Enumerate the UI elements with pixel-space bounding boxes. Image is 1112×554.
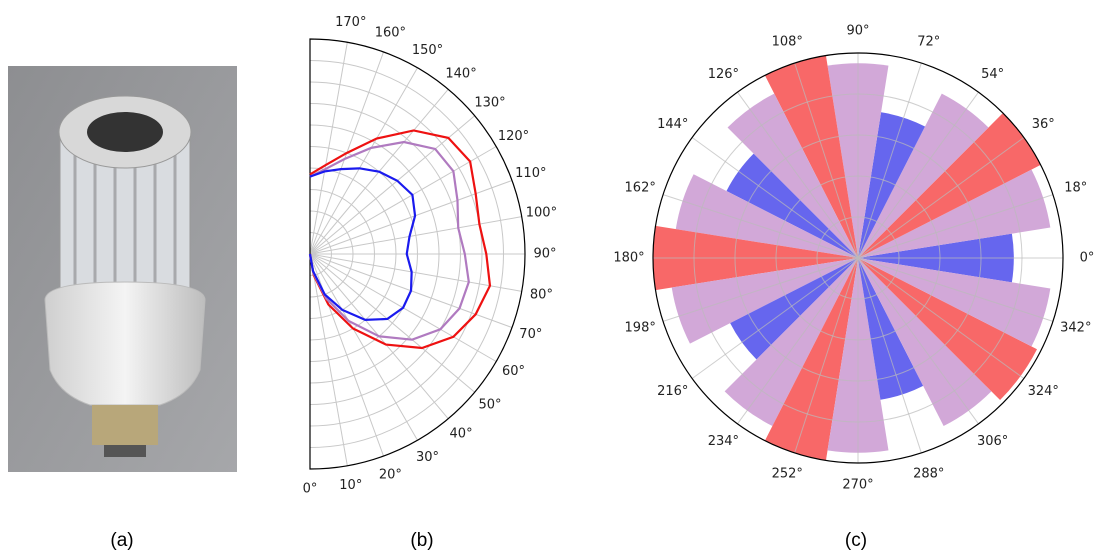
grid-spoke [662,194,859,259]
theta-tick-label: 0° [303,482,318,497]
bar [858,169,1051,258]
plot-frame [309,38,526,470]
lamp-photo [8,66,237,472]
panel-label: (b) [410,530,433,551]
theta-tick-label: 18° [1064,180,1087,195]
theta-tick-label: 50° [478,398,501,413]
theta-tick-label: 60° [502,364,525,379]
theta-tick-label: 252° [772,466,803,481]
theta-tick-label: 160° [375,26,406,41]
grid-spoke [309,67,418,255]
theta-tick-label: 20° [379,467,402,482]
theta-tick-label: 80° [530,287,553,302]
grid-spoke [857,257,922,454]
theta-tick-label: 126° [708,67,739,82]
theta-tick-label: 70° [519,327,542,342]
grid-spoke [309,146,497,255]
grid-spoke [857,257,1054,322]
bar [858,93,989,258]
theta-tick-label: 324° [1028,384,1059,399]
grid-spoke [857,91,979,259]
bar [764,55,858,258]
grid-spoke [309,115,476,255]
theta-tick-label: 130° [474,95,505,110]
theta-tick-label: 144° [657,117,688,132]
theta-tick-label: 72° [917,35,940,50]
bar [764,258,858,461]
grid-spoke [737,91,859,259]
theta-tick-label: 140° [445,66,476,81]
bar [858,258,1051,347]
series-line [308,140,470,341]
grid-spoke [857,194,1054,259]
theta-tick-label: 234° [708,434,739,449]
grid-spoke [309,253,418,441]
theta-tick-label: 342° [1060,321,1091,336]
theta-tick-label: 90° [846,24,869,39]
bar [727,93,858,258]
theta-tick-label: 30° [416,450,439,465]
theta-tick-label: 288° [913,466,944,481]
grid-spoke [309,42,348,255]
theta-tick-label: 150° [412,43,443,58]
grid-spoke [691,257,859,379]
theta-tick-label: 54° [981,67,1004,82]
theta-tick-label: 0° [1080,251,1095,266]
bar [858,258,1038,401]
bar [726,153,858,258]
theta-tick-label: 40° [450,427,473,442]
series-line [308,167,417,321]
grid-spoke [309,253,522,292]
theta-tick-label: 108° [772,35,803,50]
theta-tick-label: 306° [977,434,1008,449]
theta-tick-label: 216° [657,384,688,399]
theta-tick-label: 270° [842,478,873,493]
grid-spoke [857,257,979,425]
bar [858,112,926,259]
panel-label: (c) [845,530,867,551]
bar [675,174,858,258]
bar [858,113,1041,258]
grid-spoke [794,257,859,454]
theta-tick-label: 120° [498,129,529,144]
grid-spoke [857,137,1025,259]
grid-spoke [309,179,513,255]
grid-spoke [794,62,859,259]
grid-spoke [309,253,348,466]
bar [858,258,992,427]
panel-label: (a) [110,530,133,551]
theta-tick-label: 170° [335,15,366,30]
theta-tick-label: 180° [613,251,644,266]
theta-tick-label: 36° [1032,117,1055,132]
grid-spoke [857,257,1025,379]
grid-spoke [857,62,922,259]
plot-frame [652,52,1064,464]
grid-spoke [309,253,476,393]
theta-tick-label: 198° [625,321,656,336]
theta-tick-label: 110° [515,166,546,181]
series-line [308,129,492,350]
grid-spoke [662,257,859,322]
grid-spoke [309,216,522,255]
bar [858,258,924,400]
grid-spoke [691,137,859,259]
bar [724,258,858,427]
theta-tick-label: 162° [625,180,656,195]
theta-tick-label: 10° [339,478,362,493]
grid-spoke [737,257,859,425]
theta-tick-label: 90° [533,247,556,262]
theta-tick-label: 100° [526,206,557,221]
bar [671,258,858,344]
